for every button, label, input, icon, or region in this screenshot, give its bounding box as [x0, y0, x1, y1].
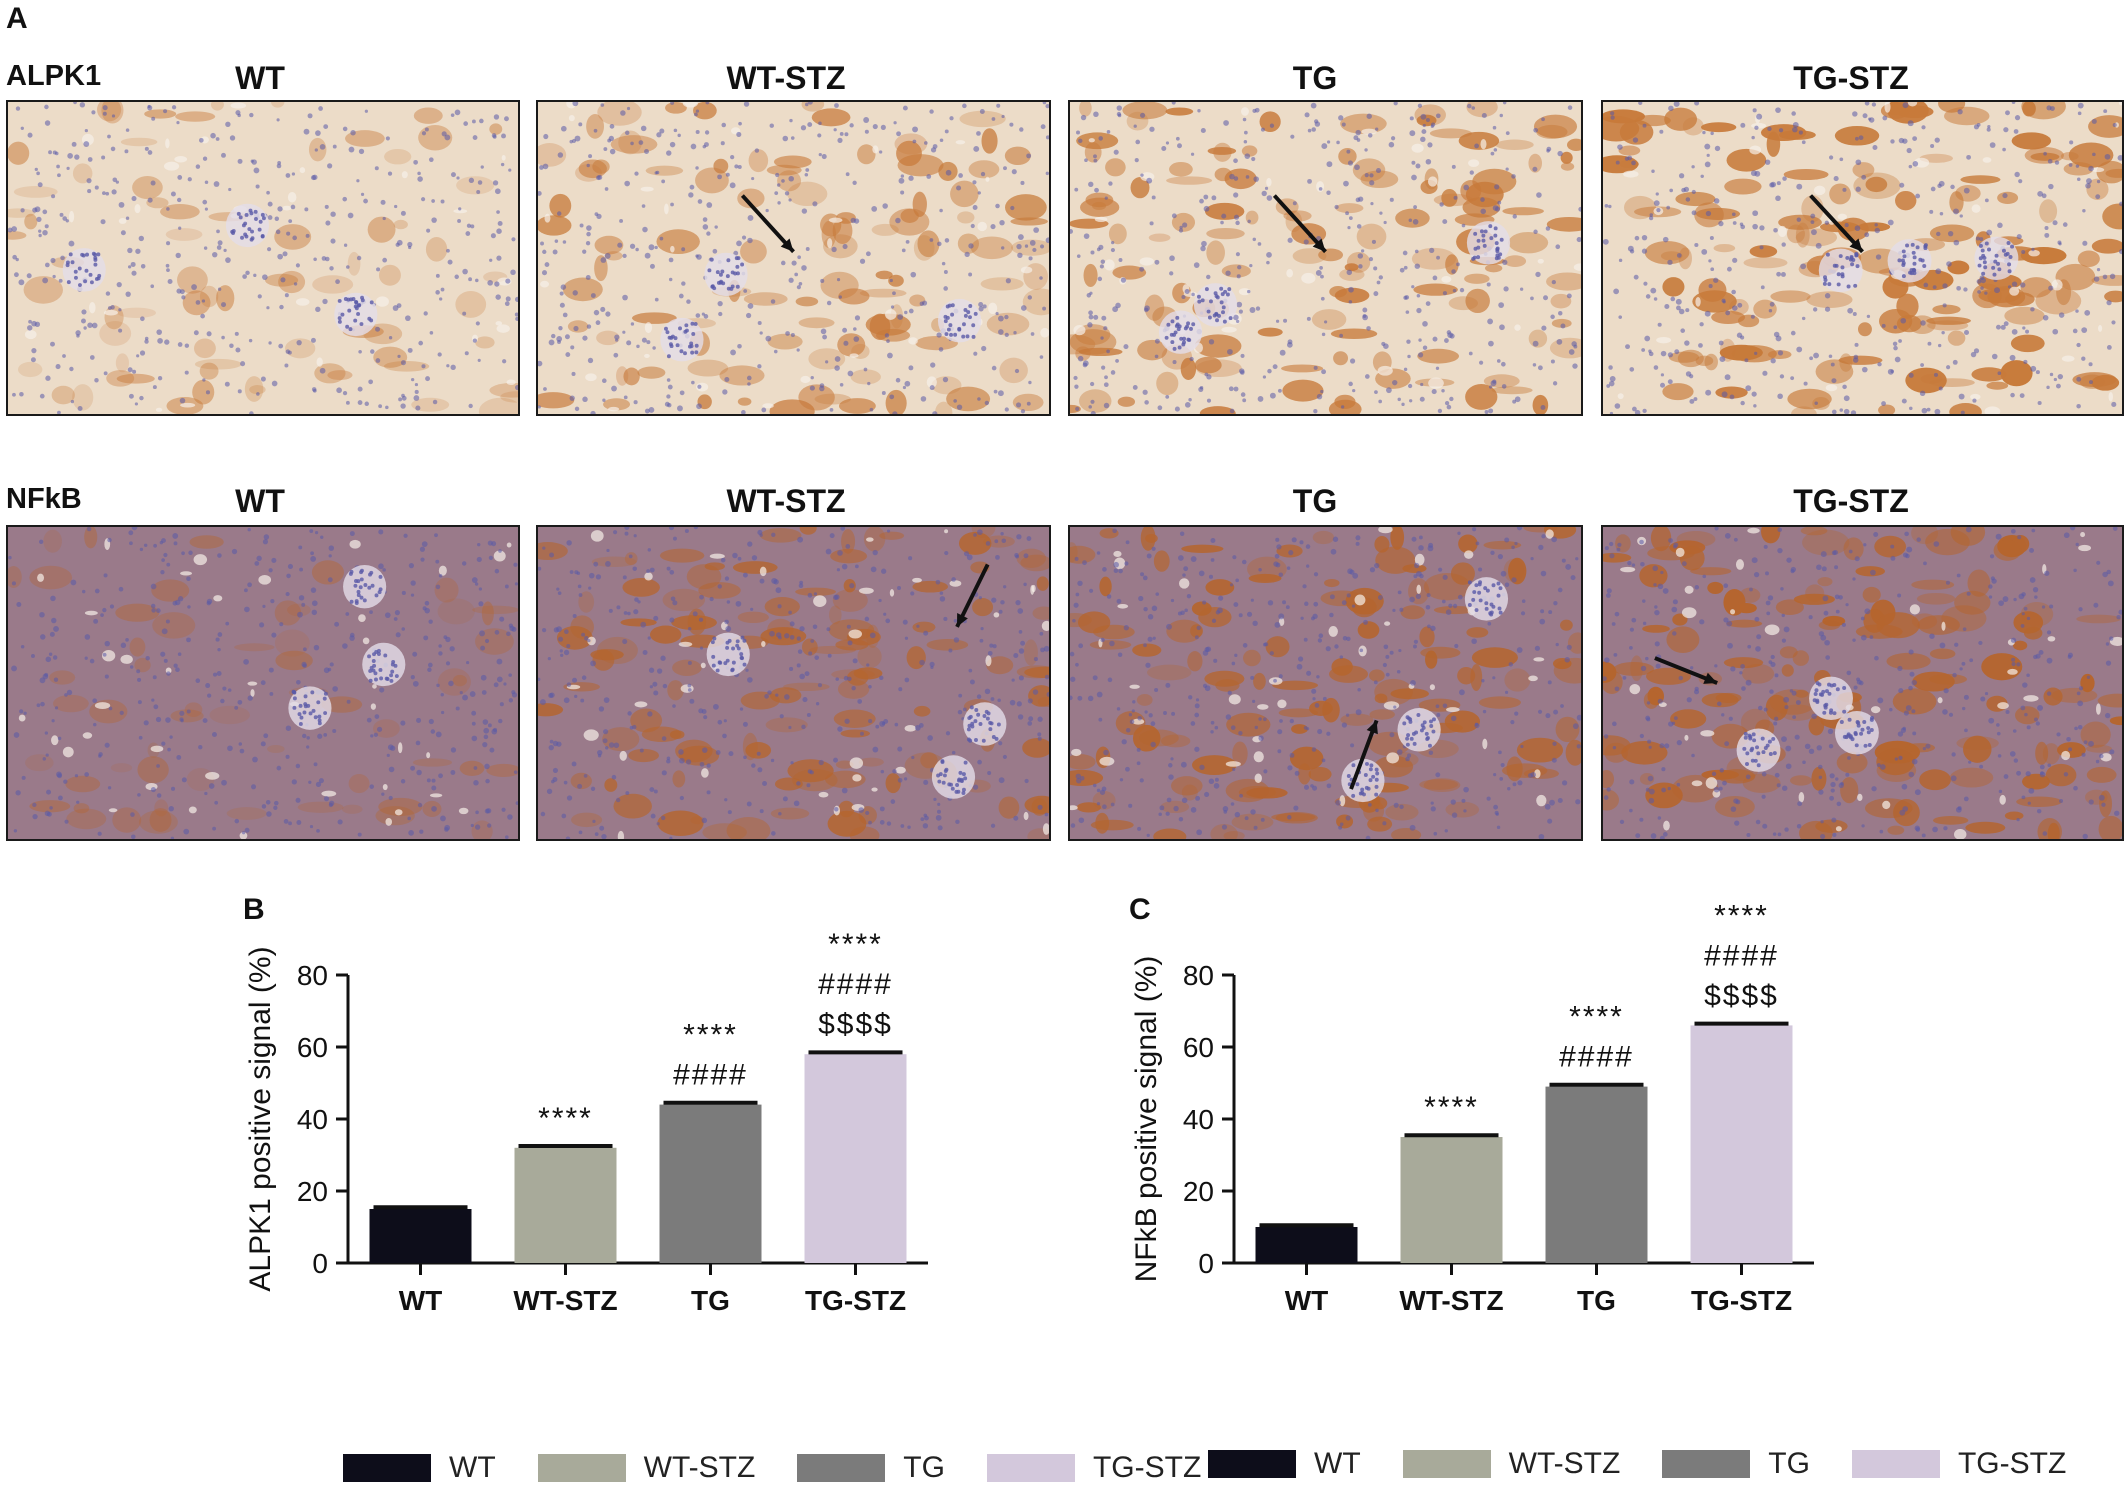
micrograph-alpk1-tg-stz — [1601, 100, 2124, 416]
legend-label: TG-STZ — [1092, 1451, 1202, 1484]
y-tick-label: 60 — [297, 1032, 328, 1063]
bar-tg-stz — [804, 1054, 907, 1263]
row-label-alpk1: ALPK1 — [6, 60, 102, 92]
x-tick-label: TG — [691, 1285, 730, 1316]
significance-label: **** — [538, 1102, 593, 1135]
panel-b-label: B — [243, 893, 265, 926]
x-tick-label: WT — [1285, 1285, 1329, 1316]
legend-label: TG — [903, 1451, 945, 1484]
y-tick-label: 60 — [1183, 1032, 1214, 1063]
micrograph-alpk1-tg — [1068, 100, 1583, 416]
significance-label: **** — [1569, 1001, 1624, 1034]
y-axis-label: ALPK1 positive signal (%) — [244, 946, 277, 1291]
legend-label: TG-STZ — [1957, 1447, 2067, 1480]
bar-wt — [369, 1209, 472, 1263]
significance-label: **** — [1424, 1091, 1479, 1124]
legend-swatch — [1851, 1450, 1940, 1478]
group-title-wt-stz: WT-STZ — [726, 483, 846, 519]
legend-item-wt-stz: WT-STZ — [537, 1451, 756, 1485]
micrograph-nfkb-wt-stz — [536, 525, 1051, 841]
legend-item-wt-stz: WT-STZ — [1402, 1447, 1621, 1481]
x-tick-label: TG-STZ — [805, 1285, 906, 1316]
panel-c-label: C — [1129, 893, 1151, 926]
legend-label: WT-STZ — [643, 1451, 756, 1484]
x-tick-label: WT — [399, 1285, 443, 1316]
panel-a-label: A — [6, 2, 28, 35]
group-title-tg: TG — [1292, 483, 1338, 519]
y-tick-label: 40 — [297, 1104, 328, 1135]
x-tick-label: WT-STZ — [1399, 1285, 1503, 1316]
legend-item-wt: WT — [343, 1451, 496, 1485]
legend-item-wt: WT — [1208, 1447, 1361, 1481]
group-title-tg-stz: TG-STZ — [1793, 483, 1909, 519]
y-tick-label: 80 — [1183, 960, 1214, 991]
micrograph-alpk1-wt-stz — [536, 100, 1051, 416]
legend-item-tg: TG — [797, 1451, 945, 1485]
x-tick-label: TG-STZ — [1691, 1285, 1792, 1316]
y-tick-label: 0 — [312, 1248, 328, 1279]
bar-wt-stz — [1400, 1137, 1503, 1263]
legend-item-tg-stz: TG-STZ — [986, 1451, 1202, 1485]
legend-item-tg-stz: TG-STZ — [1851, 1447, 2067, 1481]
bar-tg-stz — [1690, 1025, 1793, 1263]
bar-wt — [1255, 1227, 1358, 1263]
bar-chart-nfkb: 0 20 40 60 80 NFkB positive signal (%) WT WT-ST… — [1130, 899, 1814, 1316]
group-title-tg-stz: TG-STZ — [1793, 60, 1909, 96]
significance-label: **** — [828, 928, 883, 961]
legend-label: WT-STZ — [1508, 1447, 1621, 1480]
bar-tg — [659, 1104, 762, 1263]
row-label-nfkb: NFkB — [6, 483, 82, 515]
legend-swatch — [1662, 1450, 1751, 1478]
bar-tg — [1545, 1086, 1648, 1263]
y-tick-label: 40 — [1183, 1104, 1214, 1135]
significance-label: #### — [818, 968, 893, 1001]
legend-label: TG — [1768, 1447, 1810, 1480]
bar-chart-alpk1: 0 20 40 60 80 ALPK1 positive signal (%) WT WT-S… — [244, 928, 928, 1316]
legend-swatch — [986, 1454, 1075, 1482]
significance-label: #### — [1559, 1041, 1634, 1074]
significance-label: **** — [683, 1019, 738, 1052]
legend-item-tg: TG — [1662, 1447, 1810, 1481]
significance-label: #### — [673, 1059, 748, 1092]
significance-label: #### — [1704, 939, 1779, 972]
micrograph-nfkb-tg-stz — [1601, 525, 2124, 841]
y-tick-label: 20 — [297, 1176, 328, 1207]
micrograph-nfkb-tg — [1068, 525, 1583, 841]
x-tick-label: WT-STZ — [513, 1285, 617, 1316]
micrograph-alpk1-wt — [6, 100, 520, 416]
x-tick-label: TG — [1577, 1285, 1616, 1316]
legend-swatch — [537, 1454, 626, 1482]
y-tick-label: 80 — [297, 960, 328, 991]
legend-label: WT — [1314, 1447, 1361, 1480]
legend-swatch — [797, 1454, 886, 1482]
y-tick-label: 20 — [1183, 1176, 1214, 1207]
group-title-wt: WT — [235, 483, 285, 519]
bar-wt-stz — [514, 1147, 617, 1263]
significance-label: $$$$ — [818, 1008, 893, 1041]
group-title-wt-stz: WT-STZ — [726, 60, 846, 96]
group-title-wt: WT — [235, 60, 285, 96]
micrograph-nfkb-wt — [6, 525, 520, 841]
significance-label: **** — [1714, 899, 1769, 932]
significance-label: $$$$ — [1704, 979, 1779, 1012]
legend-nfkb: WT WT-STZ TG TG-STZ — [1208, 1447, 2108, 1481]
legend-swatch — [343, 1454, 431, 1482]
legend-alpk1: WT WT-STZ TG TG-STZ — [343, 1451, 1243, 1485]
legend-label: WT — [449, 1451, 496, 1484]
group-title-tg: TG — [1292, 60, 1338, 96]
legend-swatch — [1402, 1450, 1491, 1478]
y-axis-label: NFkB positive signal (%) — [1130, 956, 1163, 1283]
y-tick-label: 0 — [1198, 1248, 1214, 1279]
legend-swatch — [1208, 1450, 1296, 1478]
